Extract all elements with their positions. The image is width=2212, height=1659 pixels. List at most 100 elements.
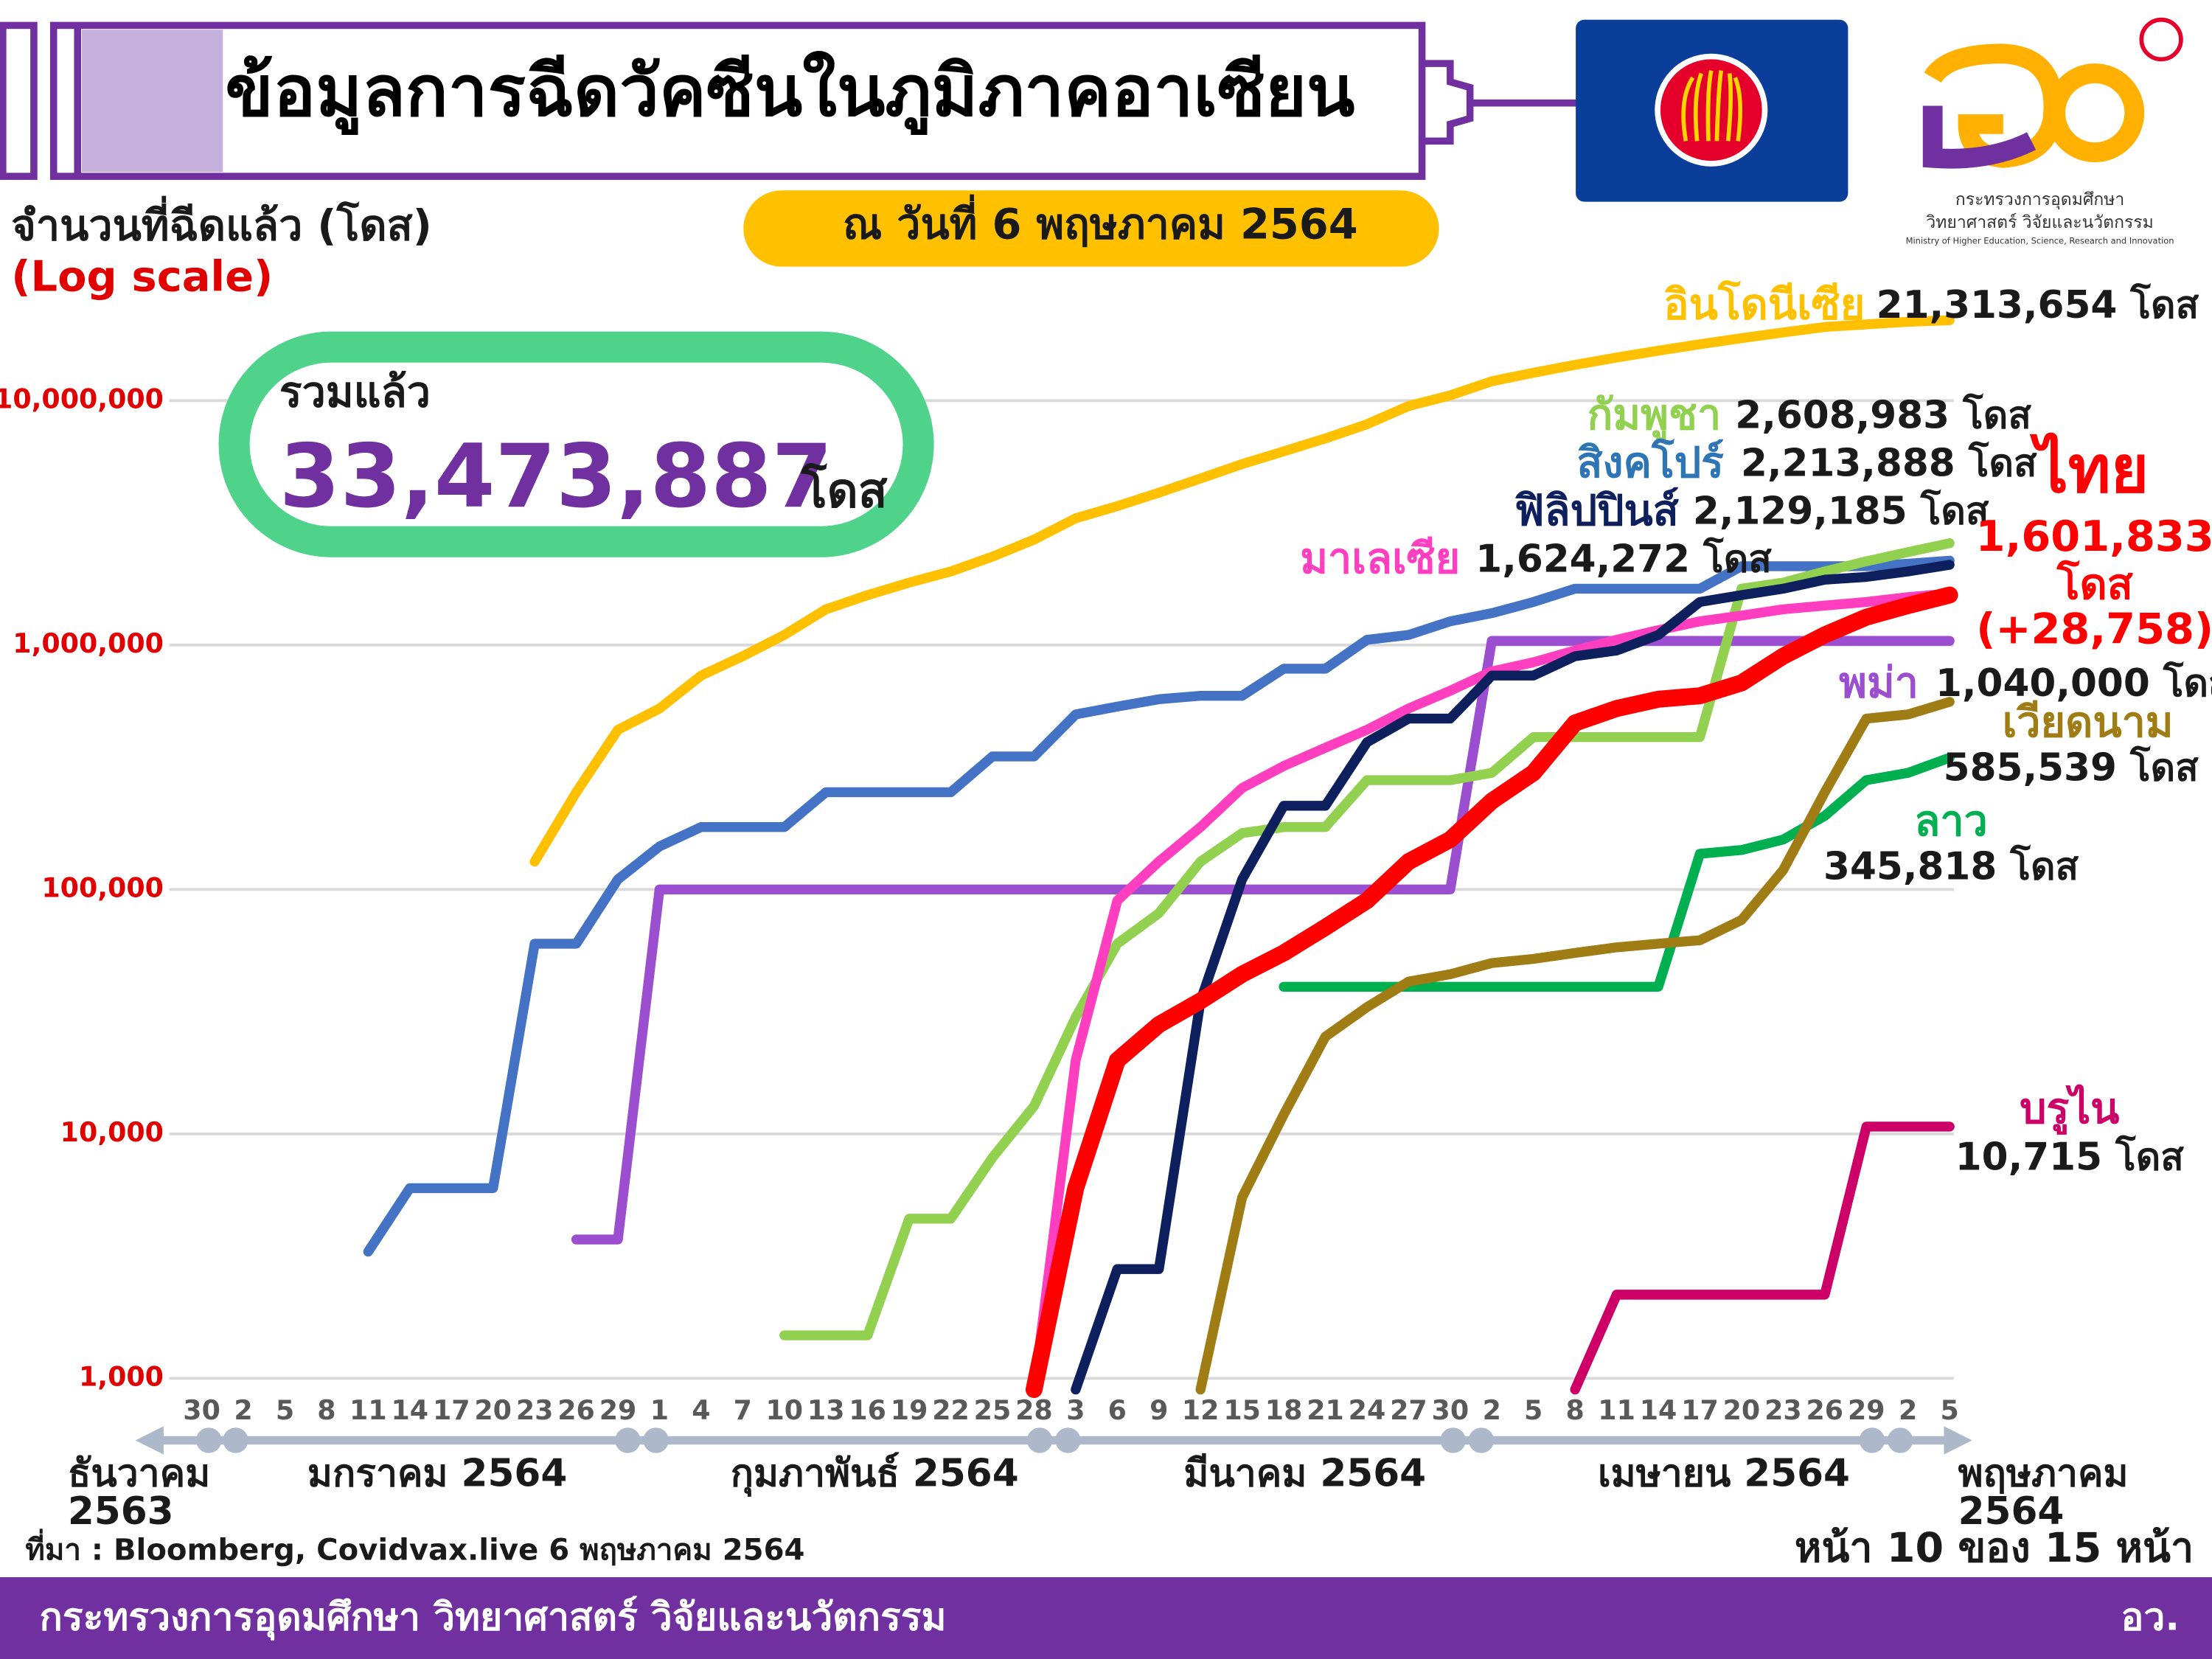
- value-label: 1,601,833 โดส: [1976, 511, 2212, 608]
- x-tick-label: 20: [474, 1394, 512, 1426]
- x-tick-label: 25: [974, 1394, 1012, 1426]
- syringe-fill: [81, 29, 223, 173]
- logo-text: Ministry of Higher Education, Science, R…: [1906, 236, 2174, 246]
- month-label: เมษายน 2564: [1598, 1451, 1850, 1495]
- value-label: 10,715 โดส: [1955, 1135, 2185, 1180]
- x-tick-label: 4: [692, 1394, 710, 1426]
- logo-ring: [2045, 63, 2145, 163]
- syringe-body: [49, 21, 1426, 180]
- month-label: กุมภาพันธ์ 2564: [731, 1451, 1019, 1497]
- x-tick-label: 20: [1723, 1394, 1761, 1426]
- value-label: 1,624,272 โดส: [1475, 536, 1772, 581]
- log-note: (Log scale): [11, 251, 273, 301]
- x-tick-label: 5: [1940, 1394, 1958, 1426]
- title: ข้อมูลการฉีดวัคซีนในภูมิภาคอาเซียน: [225, 49, 1354, 135]
- x-tick-label: 10: [765, 1394, 803, 1426]
- series-name: สิงคโปร์: [1577, 437, 1725, 487]
- x-tick-label: 6: [1108, 1394, 1127, 1426]
- footer-abbr: อว.: [2121, 1595, 2180, 1639]
- series-name: กัมพูชา: [1587, 390, 1722, 441]
- x-tick-label: 23: [1764, 1394, 1802, 1426]
- y-tick-label: 1,000,000: [13, 627, 164, 659]
- date-pill: [743, 190, 1439, 267]
- x-tick-label: 11: [349, 1394, 387, 1426]
- series-line: [529, 315, 1955, 867]
- y-tick-label: 10,000: [60, 1116, 164, 1148]
- series-line: [1025, 586, 1958, 1399]
- x-tick-label: 30: [1432, 1394, 1470, 1426]
- x-tick-label: 30: [183, 1394, 220, 1426]
- series-name: ไทย: [2029, 431, 2149, 507]
- x-tick-label: 8: [317, 1394, 335, 1426]
- total-value: 33,473,887: [279, 425, 832, 527]
- logo-mark-2: [1922, 105, 2037, 169]
- date: ณ วันที่ 6 พฤษภาคม 2564: [843, 195, 1358, 249]
- series-line: [1570, 1121, 1955, 1395]
- month-label: มกราคม 2564: [307, 1451, 567, 1495]
- x-tick-label: 17: [433, 1394, 470, 1426]
- x-tick-label: 24: [1349, 1394, 1386, 1426]
- total-unit: โดส: [801, 462, 888, 519]
- series-line: [571, 636, 1955, 1245]
- series-line: [363, 555, 1955, 1257]
- logo-text: วิทยาศาสตร์ วิจัยและนวัตกรรม: [1926, 212, 2153, 232]
- x-tick-label: 16: [849, 1394, 886, 1426]
- x-tick-label: 3: [1066, 1394, 1085, 1426]
- value-label: 2,213,888 โดส: [1741, 440, 2037, 485]
- x-tick-label: 8: [1566, 1394, 1585, 1426]
- x-tick-label: 27: [1390, 1394, 1427, 1426]
- series-name: พม่า: [1839, 658, 1919, 707]
- x-tick-label: 17: [1681, 1394, 1719, 1426]
- x-tick-label: 14: [1640, 1394, 1677, 1426]
- month-label: มีนาคม 2564: [1183, 1451, 1426, 1495]
- x-tick-label: 19: [891, 1394, 928, 1426]
- x-tick-label: 5: [276, 1394, 294, 1426]
- series-name: ฟิลิปปินส์: [1514, 486, 1679, 535]
- x-tick-label: 9: [1150, 1394, 1168, 1426]
- x-tick-label: 29: [1848, 1394, 1885, 1426]
- total-label: รวมแล้ว: [279, 367, 431, 417]
- value-label: 345,818 โดส: [1823, 844, 2079, 889]
- x-tick-label: 18: [1265, 1394, 1303, 1426]
- series-line: [1195, 697, 1955, 1395]
- value-label: 585,539 โดส: [1944, 745, 2199, 790]
- x-tick-label: 14: [392, 1394, 429, 1426]
- syringe-tip: [1425, 60, 1474, 145]
- logo-text: กระทรวงการอุดมศึกษา: [1955, 190, 2124, 209]
- x-tick-label: 5: [1524, 1394, 1543, 1426]
- asean-rice: [1681, 70, 1743, 142]
- x-tick-label: 13: [807, 1394, 845, 1426]
- syringe-plunger: [0, 21, 38, 180]
- x-tick-label: 15: [1223, 1394, 1261, 1426]
- x-tick-label: 28: [1015, 1394, 1053, 1426]
- logo-atom: [2139, 17, 2183, 62]
- series-name: มาเลเซีย: [1300, 534, 1460, 583]
- x-tick-label: 26: [1806, 1394, 1844, 1426]
- x-tick-label: 29: [599, 1394, 637, 1426]
- x-tick-label: 23: [516, 1394, 554, 1426]
- month-label: พฤษภาคม 2564: [1958, 1451, 2129, 1534]
- footer-ministry: กระทรวงการอุดมศึกษา วิทยาศาสตร์ วิจัยและ…: [40, 1595, 947, 1641]
- series-line: [1071, 560, 1955, 1395]
- month-dots: [195, 1427, 1913, 1453]
- value-label: 2,608,983 โดส: [1735, 392, 2031, 437]
- x-tick-label: 21: [1307, 1394, 1344, 1426]
- x-tick-label: 1: [650, 1394, 669, 1426]
- y-axis-title: จำนวนที่ฉีดแล้ว (โดส): [11, 196, 432, 251]
- y-tick-label: 10,000,000: [0, 383, 164, 414]
- x-tick-label: 7: [734, 1394, 752, 1426]
- x-tick-label: 26: [557, 1394, 595, 1426]
- value-label: 1,040,000 โดส: [1935, 661, 2212, 706]
- x-tick-label: 12: [1182, 1394, 1220, 1426]
- footer-bar: [0, 1577, 2212, 1659]
- change-label: (+28,758): [1976, 605, 2212, 654]
- total-box: [218, 331, 934, 557]
- source: ที่มา : Bloomberg, Covidvax.live 6 พฤษภา…: [25, 1528, 804, 1568]
- value-label: 21,313,654 โดส: [1877, 282, 2199, 327]
- series-name: เวียดนาม: [2003, 698, 2174, 747]
- x-tick-label: 22: [932, 1394, 970, 1426]
- y-tick-label: 100,000: [41, 872, 164, 903]
